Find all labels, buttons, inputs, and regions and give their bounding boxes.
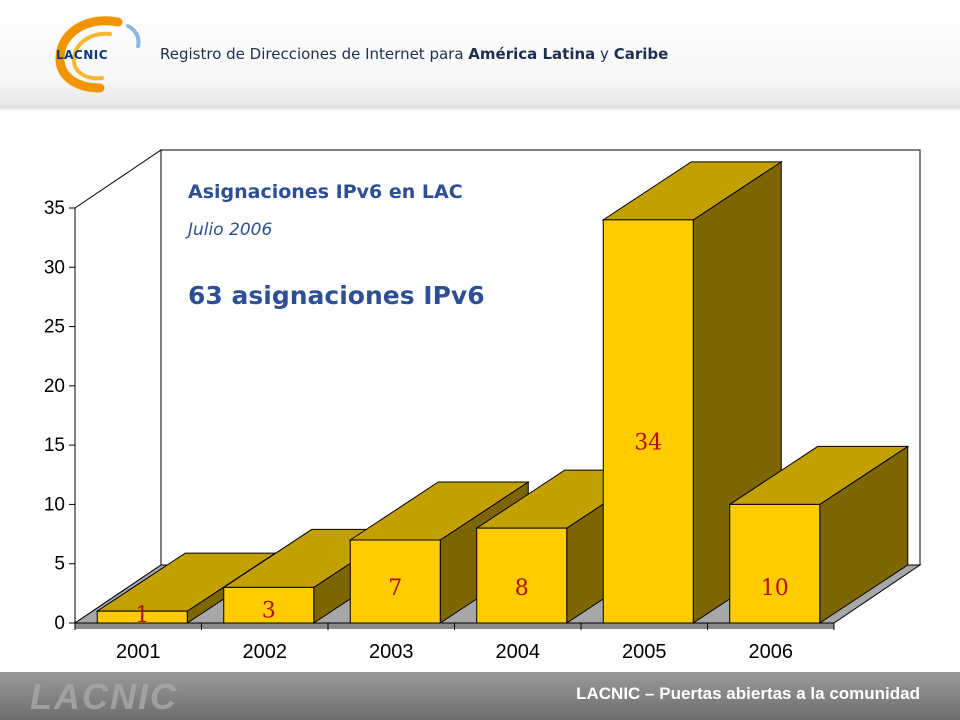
bar-front — [602, 219, 694, 624]
side-wall — [74, 149, 162, 624]
bar-front — [729, 503, 821, 624]
x-tick-label: 2005 — [622, 641, 667, 663]
tagline-bold-2: Caribe — [613, 45, 669, 63]
x-tick-label: 2003 — [369, 641, 414, 663]
bar-front — [476, 527, 568, 624]
y-tick-label: 15 — [44, 435, 65, 456]
header-tagline: Registro de Direcciones de Internet para… — [160, 45, 668, 63]
tagline-bold: América Latina — [468, 45, 596, 63]
y-tick-label: 35 — [44, 198, 65, 219]
tagline-regular: Registro de Direcciones de Internet para — [160, 45, 469, 63]
header-divider — [0, 106, 960, 112]
logo-text: LACNIC — [56, 48, 109, 62]
footer-band — [0, 672, 960, 720]
bar-2006 — [728, 445, 910, 624]
bar-value-label: 7 — [388, 576, 402, 601]
x-tick-label: 2006 — [749, 641, 794, 663]
y-tick-label: 30 — [44, 257, 65, 278]
header-band — [0, 0, 960, 112]
bar-front — [96, 610, 188, 624]
footer-watermark: LACNIC — [30, 676, 178, 717]
chart-title: Asignaciones IPv6 en LAC — [188, 181, 463, 203]
y-tick-label: 20 — [44, 376, 65, 397]
x-tick-label: 2004 — [496, 641, 541, 663]
bar-value-label: 3 — [262, 598, 276, 623]
bar-value-label: 10 — [761, 576, 789, 601]
bar-chart: 0 5 10 15 20 25 30 35 1 2001 3 2002 7 2003 8 2004 34 2005… — [44, 149, 922, 663]
chart-annotation: 63 asignaciones IPv6 — [188, 281, 485, 310]
chart-subtitle: Julio 2006 — [188, 220, 273, 240]
bar-front — [349, 539, 441, 624]
y-tick-label: 10 — [44, 494, 65, 515]
footer-text: LACNIC – Puertas abiertas a la comunidad — [576, 684, 920, 703]
bar-value-label: 8 — [515, 576, 529, 601]
lacnic-logo-icon — [55, 16, 141, 93]
y-tick-label: 5 — [54, 554, 65, 575]
y-tick-label: 25 — [44, 317, 65, 338]
x-tick-label: 2001 — [116, 641, 161, 663]
bar-value-label: 1 — [135, 603, 149, 628]
bar-front — [223, 586, 315, 624]
tagline-connector: y — [595, 45, 614, 63]
bar-value-label: 34 — [634, 430, 662, 455]
x-tick-label: 2002 — [243, 641, 288, 663]
y-tick-label: 0 — [54, 613, 65, 634]
